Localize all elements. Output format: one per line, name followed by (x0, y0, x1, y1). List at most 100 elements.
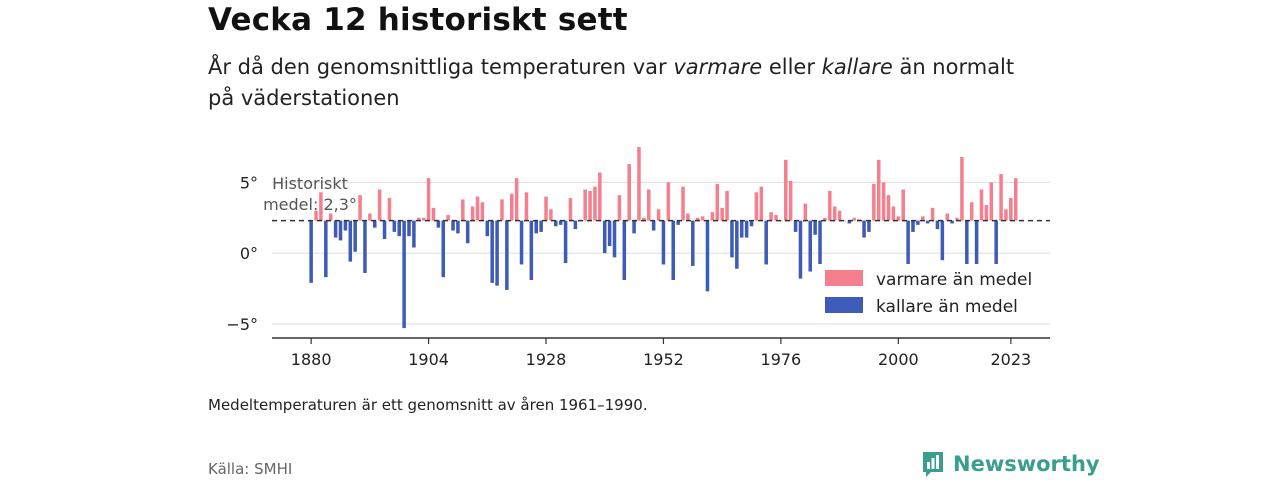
bar-1907 (441, 220, 446, 278)
bar-1926 (534, 220, 538, 234)
x-tick-label: 1880 (291, 350, 332, 369)
bar-1964 (720, 207, 724, 221)
bar-1974 (769, 212, 773, 221)
bar-1887 (343, 220, 348, 231)
x-tick-label: 1952 (643, 350, 684, 369)
bar-1978 (788, 181, 793, 221)
subtitle-text-3: än normalt på väderstationen (208, 55, 1015, 110)
bar-series (309, 147, 1018, 329)
bar-1940 (602, 220, 607, 254)
x-axis-ticks: 1880 1904 1928 1952 1976 2000 2023 (291, 338, 1031, 369)
bar-1910 (456, 220, 460, 234)
bar-1970 (749, 220, 754, 227)
bar-1960 (700, 216, 705, 221)
bar-1981 (803, 203, 808, 221)
bar-1925 (529, 220, 534, 281)
bar-1881 (314, 210, 318, 221)
bar-1932 (563, 220, 568, 264)
bar-1945 (627, 164, 631, 221)
bar-1922 (514, 178, 519, 221)
bar-1993 (862, 220, 866, 238)
bar-1900 (407, 220, 411, 237)
bar-1930 (554, 220, 558, 227)
bar-1897 (392, 220, 397, 232)
bar-1914 (475, 196, 480, 221)
bar-1891 (363, 220, 367, 273)
bar-2015 (969, 202, 974, 221)
bar-1933 (568, 197, 573, 221)
bar-1888 (348, 220, 353, 262)
bar-1977 (784, 159, 788, 221)
bar-1998 (886, 195, 891, 221)
bar-2013 (960, 156, 964, 221)
bar-1984 (818, 220, 822, 281)
bar-2011 (950, 220, 954, 224)
bar-1928 (544, 196, 548, 221)
bar-1913 (470, 206, 475, 221)
y-tick-label: 5° (240, 173, 258, 192)
bar-1991 (852, 217, 857, 221)
bar-1961 (705, 220, 710, 292)
bar-1956 (681, 186, 685, 221)
bar-1883 (324, 220, 328, 278)
bar-1975 (774, 214, 778, 221)
chart-subtitle: År då den genomsnittliga temperaturen va… (208, 52, 1038, 114)
legend-swatch-cold (825, 297, 863, 313)
bar-1898 (397, 220, 401, 237)
bar-1912 (465, 220, 470, 244)
subtitle-text-2: eller (762, 55, 822, 79)
bar-2001 (901, 189, 905, 221)
bar-1889 (353, 220, 357, 252)
bar-1894 (377, 189, 382, 221)
bar-1911 (461, 199, 465, 221)
bar-1920 (505, 220, 509, 290)
bar-1958 (691, 220, 695, 266)
x-tick-label: 2000 (878, 350, 919, 369)
bar-1892 (368, 213, 372, 221)
subtitle-emphasis-colder: kallare (821, 55, 893, 79)
bar-1967 (735, 220, 739, 269)
bar-1893 (372, 220, 377, 228)
bar-1944 (622, 220, 627, 281)
bar-1979 (793, 220, 798, 232)
bar-1921 (509, 193, 514, 221)
subtitle-emphasis-warmer: varmare (673, 55, 763, 79)
x-tick-label: 1976 (761, 350, 802, 369)
bar-1905 (431, 207, 436, 221)
bar-1980 (798, 220, 803, 279)
bar-1982 (808, 220, 813, 272)
bar-2020 (994, 220, 998, 268)
legend-label-warm: varmare än medel (876, 270, 1032, 290)
bar-1909 (451, 220, 455, 231)
bar-1919 (500, 199, 504, 221)
bar-2023 (1009, 197, 1013, 221)
bar-1918 (495, 220, 499, 286)
bar-1968 (739, 220, 744, 238)
bar-1896 (387, 197, 392, 221)
bar-1990 (847, 220, 852, 224)
legend-swatch-warm (825, 270, 863, 286)
bar-1885 (333, 220, 338, 238)
chart-legend: varmare än medel kallare än medel (818, 264, 1050, 320)
bar-2012 (955, 217, 959, 221)
bar-1908 (446, 214, 450, 221)
bar-1899 (402, 220, 406, 329)
brand-logo: Newsworthy (921, 450, 1100, 478)
source-credit: Källa: SMHI (208, 460, 293, 478)
bar-1983 (813, 220, 817, 235)
bar-1973 (764, 220, 768, 265)
bar-1902 (417, 217, 421, 221)
bar-2002 (906, 220, 910, 268)
bar-1989 (842, 220, 847, 222)
x-tick-label: 1904 (408, 350, 449, 369)
bar-1915 (480, 202, 485, 221)
bar-1880 (309, 220, 313, 283)
bar-2019 (989, 182, 994, 221)
bar-2014 (965, 220, 969, 276)
bar-2017 (979, 189, 984, 221)
bar-1904 (426, 178, 431, 221)
bar-1903 (421, 217, 426, 221)
bar-1972 (759, 186, 764, 221)
bar-1971 (754, 192, 759, 221)
bar-1988 (837, 210, 842, 221)
